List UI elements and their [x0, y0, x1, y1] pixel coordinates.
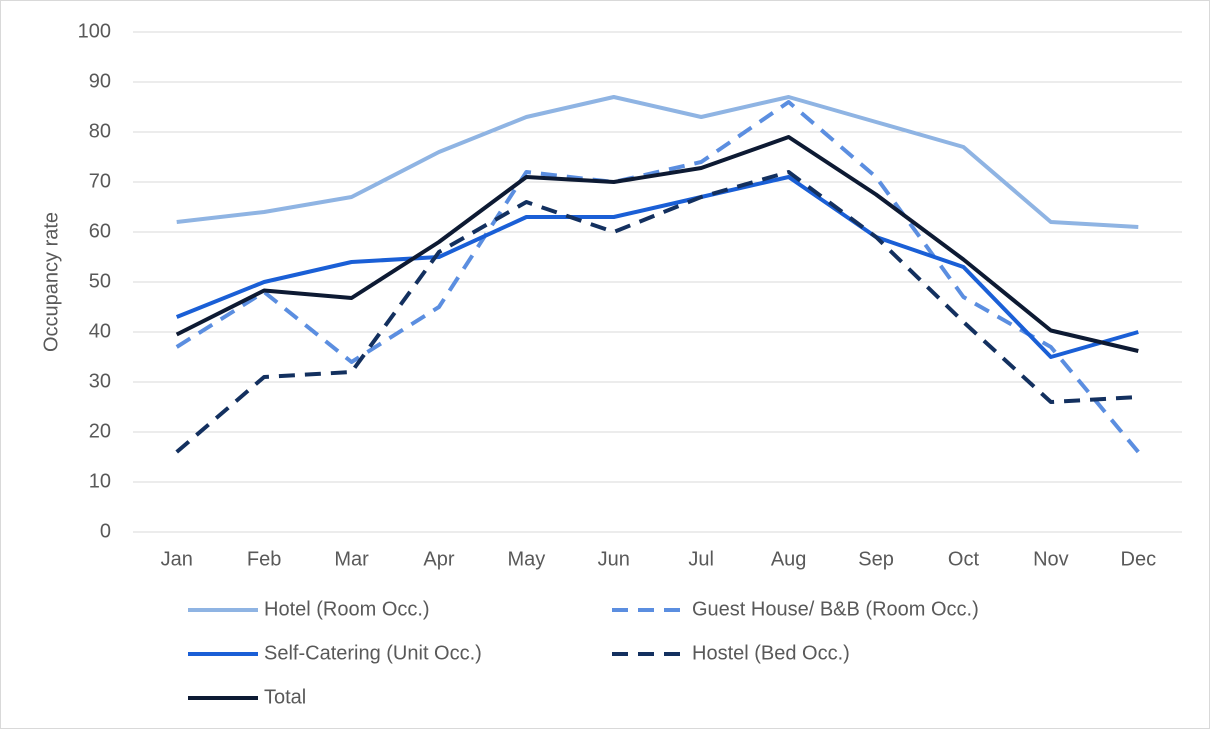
y-tick-label: 0: [100, 520, 111, 542]
x-tick-label: Sep: [858, 548, 894, 570]
x-tick-label: Aug: [771, 548, 807, 570]
series-line: [176, 95, 1139, 229]
y-tick-label: 90: [89, 70, 111, 92]
x-tick-label: Jan: [161, 548, 193, 570]
x-tick-label: Mar: [334, 548, 369, 570]
series-line: [175, 170, 1139, 454]
y-tick-label: 100: [78, 20, 111, 42]
x-tick-label: Apr: [423, 548, 454, 570]
legend-label: Hotel (Room Occ.): [264, 598, 430, 620]
y-tick-label: 50: [89, 270, 111, 292]
y-tick-label: 20: [89, 420, 111, 442]
legend-label: Guest House/ B&B (Room Occ.): [692, 598, 979, 620]
x-tick-label: Nov: [1033, 548, 1069, 570]
y-tick-label: 40: [89, 320, 111, 342]
series-line: [175, 100, 1140, 454]
x-tick-label: May: [507, 548, 545, 570]
x-tick-label: Jul: [688, 548, 714, 570]
x-tick-label: Feb: [247, 548, 281, 570]
y-tick-label: 60: [89, 220, 111, 242]
legend-label: Hostel (Bed Occ.): [692, 642, 850, 664]
legend-label: Total: [264, 686, 306, 708]
x-tick-label: Jun: [598, 548, 630, 570]
x-tick-label: Dec: [1121, 548, 1157, 570]
y-tick-label: 70: [89, 170, 111, 192]
x-tick-label: Oct: [948, 548, 980, 570]
legend-label: Self-Catering (Unit Occ.): [264, 642, 482, 664]
y-tick-label: 80: [89, 120, 111, 142]
series-line: [175, 135, 1139, 353]
series-line: [175, 175, 1139, 359]
y-axis-label: Occupancy rate: [40, 212, 62, 352]
y-tick-label: 30: [89, 370, 111, 392]
y-tick-label: 10: [89, 470, 111, 492]
